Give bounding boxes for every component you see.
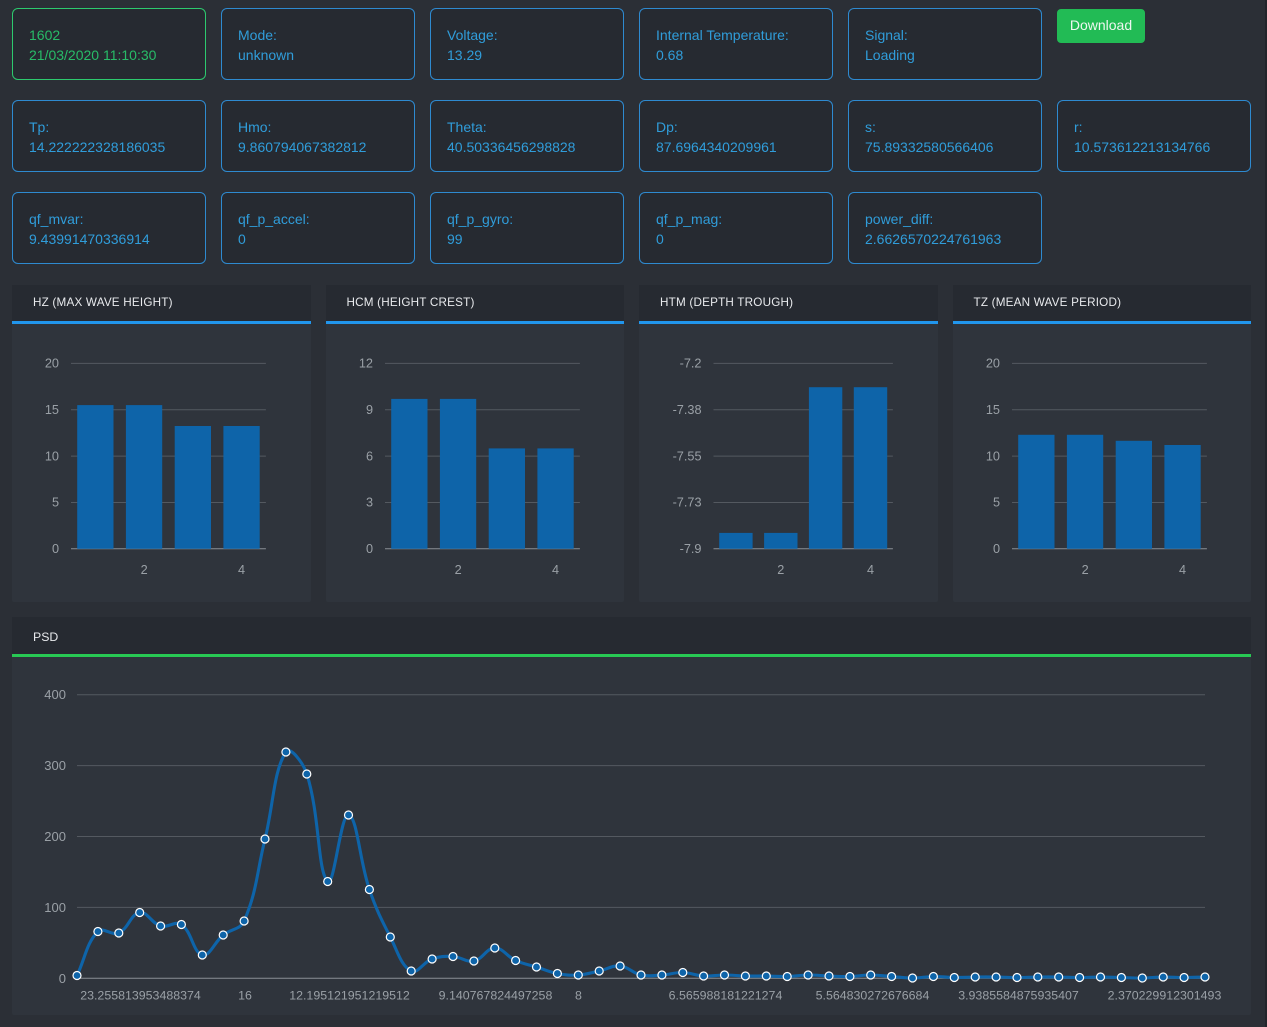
svg-text:10: 10: [45, 449, 59, 463]
svg-text:15: 15: [45, 402, 59, 416]
svg-text:-7.38: -7.38: [673, 402, 702, 416]
svg-text:0: 0: [59, 971, 66, 986]
svg-text:3: 3: [365, 495, 372, 509]
svg-text:2.370229912301493: 2.370229912301493: [1108, 989, 1222, 1003]
svg-text:6.565988181221274: 6.565988181221274: [669, 989, 783, 1003]
svg-text:-7.9: -7.9: [680, 542, 702, 556]
svg-text:8: 8: [575, 989, 582, 1003]
svg-text:6: 6: [365, 449, 372, 463]
svg-text:9.140767824497258: 9.140767824497258: [439, 989, 553, 1003]
svg-text:4: 4: [867, 563, 874, 577]
svg-text:2: 2: [1081, 563, 1088, 577]
svg-text:9: 9: [365, 402, 372, 416]
svg-text:5: 5: [992, 495, 999, 509]
svg-text:23.255813953488374: 23.255813953488374: [80, 989, 201, 1003]
svg-text:2: 2: [141, 563, 148, 577]
svg-text:0: 0: [992, 542, 999, 556]
svg-text:5.564830272676684: 5.564830272676684: [816, 989, 930, 1003]
svg-text:200: 200: [44, 829, 66, 844]
svg-text:-7.73: -7.73: [673, 495, 702, 509]
svg-text:300: 300: [44, 758, 66, 773]
svg-text:0: 0: [365, 542, 372, 556]
svg-text:400: 400: [44, 687, 66, 702]
svg-text:100: 100: [44, 900, 66, 915]
svg-text:16: 16: [238, 989, 252, 1003]
svg-text:-7.55: -7.55: [673, 449, 702, 463]
svg-text:4: 4: [238, 563, 245, 577]
svg-text:5: 5: [52, 495, 59, 509]
svg-text:12.195121951219512: 12.195121951219512: [289, 989, 410, 1003]
svg-text:2: 2: [454, 563, 461, 577]
svg-text:4: 4: [1178, 563, 1185, 577]
svg-text:10: 10: [985, 449, 999, 463]
svg-text:2: 2: [777, 563, 784, 577]
svg-text:3.9385584875935407: 3.9385584875935407: [958, 989, 1079, 1003]
svg-text:0: 0: [52, 542, 59, 556]
svg-text:20: 20: [985, 356, 999, 370]
svg-text:20: 20: [45, 356, 59, 370]
svg-text:4: 4: [551, 563, 558, 577]
svg-text:12: 12: [358, 356, 372, 370]
svg-text:15: 15: [985, 402, 999, 416]
svg-text:-7.2: -7.2: [680, 356, 702, 370]
